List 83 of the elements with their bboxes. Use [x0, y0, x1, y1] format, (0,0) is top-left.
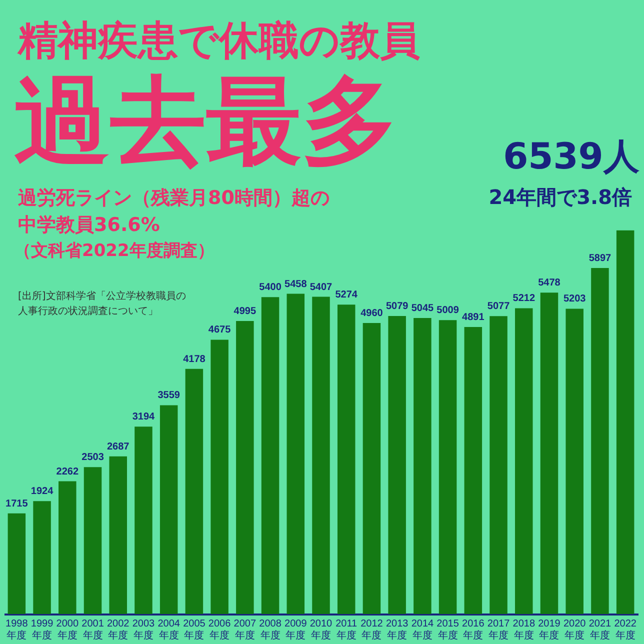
data-label: 5212: [512, 293, 536, 304]
x-tick-label: 2007年度: [234, 618, 256, 642]
x-tick-label: 2004年度: [158, 618, 180, 642]
bar: [616, 230, 634, 614]
bar: [185, 368, 204, 614]
bar: [160, 405, 178, 614]
bar: [566, 308, 584, 614]
bar: [261, 297, 280, 614]
annotation: （文科省2022年度調査）: [14, 241, 214, 261]
bar: [438, 320, 457, 614]
annotation: 6539人: [503, 136, 640, 178]
data-label: 4891: [462, 312, 485, 324]
x-tick-label: 2009年度: [284, 618, 308, 642]
annotation: 人事行政の状況調査について」: [18, 305, 158, 317]
chart-subtitle: 過去最多: [14, 65, 398, 177]
data-label: 5400: [259, 282, 282, 294]
data-label: 5407: [310, 282, 333, 293]
x-tick-label: 2019年度: [538, 618, 561, 642]
data-label: 2262: [56, 466, 79, 478]
chart-title: 精神疾患で休職の教員: [17, 18, 420, 64]
x-tick-label: 1998年度: [6, 618, 28, 642]
bar: [362, 322, 381, 614]
text: 過労死ライン（残業月80時間）超の: [17, 187, 330, 209]
bar: [388, 316, 406, 614]
x-tick-label: 2016年度: [462, 618, 485, 642]
bar: [490, 316, 508, 614]
data-label: 4178: [183, 354, 206, 365]
x-tick-label: 2002年度: [106, 618, 130, 642]
data-label: 5203: [563, 294, 586, 305]
bar: [8, 513, 26, 614]
bar: [591, 268, 609, 614]
x-tick-label: 2010年度: [310, 618, 333, 642]
bar: [337, 304, 356, 614]
x-tick-label: 2000年度: [56, 618, 79, 642]
x-tick-label: 2013年度: [386, 618, 409, 642]
data-label: 5458: [284, 278, 308, 290]
data-label: 5009: [436, 305, 460, 316]
data-label: 2687: [106, 441, 130, 452]
data-label: 1924: [30, 486, 54, 498]
x-tick-label: 2017年度: [487, 618, 510, 642]
annotation: [出所]文部科学省「公立学校教職員の: [18, 290, 186, 302]
data-label: 1715: [6, 498, 28, 510]
text: 24年間で3.8倍: [488, 185, 632, 209]
bar: [540, 292, 558, 614]
x-tick-label: 2012年度: [360, 618, 384, 642]
bar: [414, 318, 432, 614]
data-label: 5079: [386, 301, 409, 312]
x-tick-label: 2020年度: [563, 618, 586, 642]
bar: [134, 426, 152, 614]
data-label: 4995: [234, 306, 256, 317]
x-tick-label: 2015年度: [436, 618, 460, 642]
data-label: 5478: [538, 278, 561, 289]
bar: [286, 294, 305, 614]
data-label: 5077: [487, 301, 510, 312]
x-tick-label: 2003年度: [132, 618, 156, 642]
x-tick-label: 2014年度: [411, 618, 434, 642]
data-label: 4675: [208, 324, 232, 336]
annotation: 中学教員36.6%: [18, 214, 160, 236]
x-tick-label: 1999年度: [30, 618, 54, 642]
data-label: 3194: [132, 412, 156, 423]
data-label: 5897: [588, 253, 612, 264]
bar: [109, 456, 127, 614]
x-tick-label: 2021年度: [588, 618, 612, 642]
data-label: 4960: [360, 308, 384, 319]
bar: [464, 327, 482, 614]
bar: [84, 467, 102, 614]
x-tick-label: 2005年度: [183, 618, 206, 642]
x-tick-label: 2022年度: [614, 618, 637, 642]
data-label: 5045: [411, 303, 434, 314]
x-tick-label: 2018年度: [512, 618, 536, 642]
x-tick-label: 2006年度: [208, 618, 232, 642]
bar: [58, 481, 76, 614]
data-label: 5274: [335, 290, 358, 301]
data-label: 3559: [158, 390, 180, 402]
x-tick-label: 2011年度: [336, 618, 358, 642]
data-label: 2503: [82, 452, 104, 464]
bar: [515, 308, 533, 614]
bar: [236, 320, 254, 614]
bar: [312, 296, 330, 614]
x-tick-label: 2008年度: [259, 618, 282, 642]
x-tick-label: 2001年度: [82, 618, 104, 642]
bar: [210, 340, 228, 614]
bar: [33, 501, 51, 614]
